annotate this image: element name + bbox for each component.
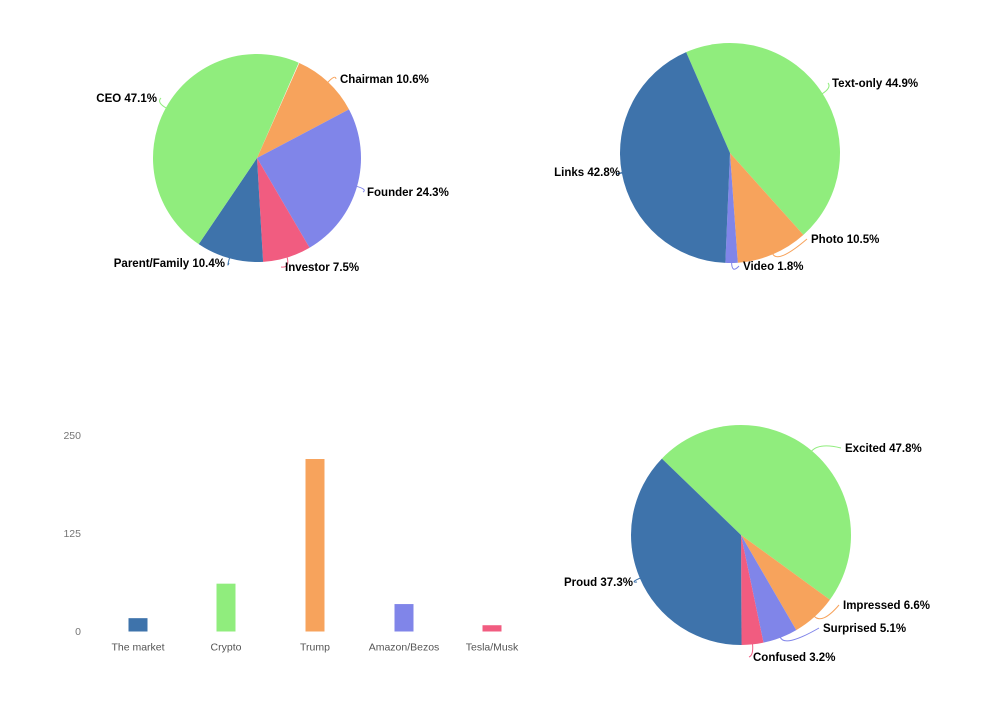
y-tick-0: 0 <box>75 626 81 638</box>
pie-label-investor: Investor 7.5% <box>285 262 359 274</box>
pie-label-excited: Excited 47.8% <box>845 443 922 455</box>
pie-slice-photo[interactable] <box>730 153 804 263</box>
pie-chart-roles: Chairman 10.6% Founder 24.3% Investor 7.5%… <box>96 53 449 274</box>
pie-connector-text-only <box>821 82 830 95</box>
pie-connector-links <box>616 171 625 175</box>
pie-label-ceo: CEO 47.1% <box>96 93 157 105</box>
bar-label-crypto: Crypto <box>211 642 242 654</box>
pie-slice-chairman[interactable] <box>257 62 349 158</box>
pie-label-photo: Photo 10.5% <box>811 234 879 246</box>
pie-connector-proud <box>633 577 641 583</box>
bar-label-tesla-musk: Tesla/Musk <box>466 642 519 654</box>
pie-label-proud: Proud 37.3% <box>564 577 633 589</box>
bar-chart-mentions: 0 125 250 The market Crypto Trump Amazon/Bezos… <box>63 430 519 654</box>
pie-slice-parent-family[interactable] <box>198 158 264 262</box>
pie-chart-format: Text-only 44.9% Photo 10.5% Video 1.8% Link… <box>554 42 918 273</box>
pie-slice-impressed[interactable] <box>741 535 830 631</box>
pie-connector-founder <box>355 185 365 193</box>
pie-connector-surprised <box>779 627 820 642</box>
bar-tesla-musk[interactable] <box>482 625 502 632</box>
pie-slice-founder[interactable] <box>257 109 361 248</box>
pie-label-video: Video 1.8% <box>743 261 804 273</box>
pie-slice-excited[interactable] <box>661 425 851 600</box>
pie-slice-ceo[interactable] <box>152 53 299 245</box>
pie-label-chairman: Chairman 10.6% <box>340 74 429 86</box>
pie-label-text-only: Text-only 44.9% <box>832 78 918 90</box>
pie-slice-text-only[interactable] <box>686 42 840 235</box>
bar-label-trump: Trump <box>300 642 330 654</box>
pie-slice-links[interactable] <box>620 52 730 263</box>
bar-amazon-bezos[interactable] <box>394 604 414 632</box>
pie-chart-emotions: Excited 47.8% Impressed 6.6% Surprised 5.1… <box>564 425 930 664</box>
y-tick-125: 125 <box>63 528 81 540</box>
pie-connector-investor <box>280 256 289 268</box>
y-tick-250: 250 <box>63 430 81 442</box>
pie-connector-ceo <box>159 97 168 109</box>
pie-connector-video <box>731 261 740 270</box>
pie-connector-impressed <box>813 604 840 620</box>
bar-label-amazon-bezos: Amazon/Bezos <box>369 642 440 654</box>
pie-slice-proud[interactable] <box>631 458 742 645</box>
pie-label-parent-family: Parent/Family 10.4% <box>114 258 225 270</box>
bar-crypto[interactable] <box>216 583 236 632</box>
pie-slice-video[interactable] <box>725 153 738 263</box>
pie-label-confused: Confused 3.2% <box>753 652 835 664</box>
pie-connector-excited <box>810 445 842 452</box>
bar-the-market[interactable] <box>128 618 148 632</box>
pie-label-surprised: Surprised 5.1% <box>823 623 906 635</box>
bar-label-the-market: The market <box>111 642 164 654</box>
pie-connector-confused <box>748 643 754 658</box>
pie-label-links: Links 42.8% <box>554 167 620 179</box>
pie-connector-parent-family <box>227 257 231 266</box>
pie-connector-chairman <box>327 76 337 84</box>
bar-trump[interactable] <box>305 459 325 632</box>
pie-connector-photo <box>772 238 808 258</box>
pie-label-impressed: Impressed 6.6% <box>843 600 930 612</box>
pie-label-founder: Founder 24.3% <box>367 187 449 199</box>
pie-slice-surprised[interactable] <box>741 535 797 643</box>
pie-slice-confused[interactable] <box>741 535 764 645</box>
pie-slice-investor[interactable] <box>257 158 310 262</box>
